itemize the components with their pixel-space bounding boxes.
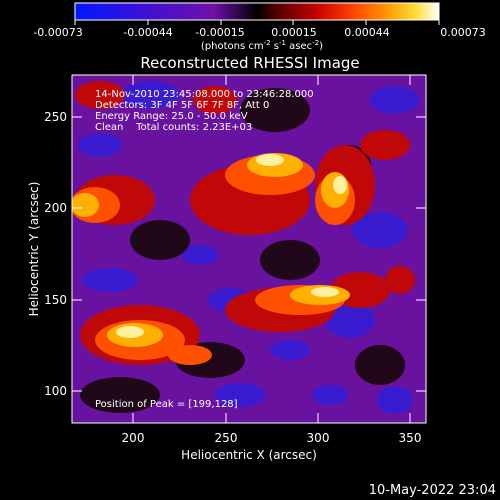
clean-counts: Clean Total counts: 2.23E+03 [95,122,252,133]
colorbar-tick-label: -0.00044 [123,26,172,39]
rhessi-image [72,75,426,423]
x-axis-label: Heliocentric X (arcsec) [181,448,317,462]
peak-position: Position of Peak = [199,128] [95,399,238,410]
x-tick-label: 200 [122,431,145,445]
energy-range: Energy Range: 25.0 - 50.0 keV [95,111,248,122]
footer-timestamp: 10-May-2022 23:04 [369,483,496,498]
x-tick-label: 350 [399,431,422,445]
y-axis-ticks [72,116,426,392]
y-tick-label: 250 [44,110,67,124]
colorbar-units: (photons cm-2 s-1 asec-2) [201,39,323,52]
y-tick-label: 100 [44,384,67,398]
detectors: Detectors: 3F 4F 5F 6F 7F 8F, Att 0 [95,100,269,111]
colorbar-tick-label: 0.00015 [271,26,317,39]
time-range: 14-Nov-2010 23:45:08.000 to 23:46:28.000 [95,89,314,100]
plot-title: Reconstructed RHESSI Image [140,54,359,72]
y-tick-label: 200 [44,201,67,215]
x-tick-label: 250 [215,431,238,445]
colorbar-tick-label: 0.00073 [440,26,486,39]
colorbar-tick-label: -0.00015 [195,26,244,39]
x-tick-label: 300 [307,431,330,445]
colorbar-ticks [74,20,440,25]
plot-frame [71,74,427,424]
colorbar-tick-label: 0.00044 [344,26,390,39]
colorbar [74,2,440,21]
y-tick-label: 150 [44,293,67,307]
colorbar-tick-label: -0.00073 [33,26,82,39]
x-axis-ticks [132,75,411,423]
y-axis-label: Heliocentric Y (arcsec) [27,182,41,317]
